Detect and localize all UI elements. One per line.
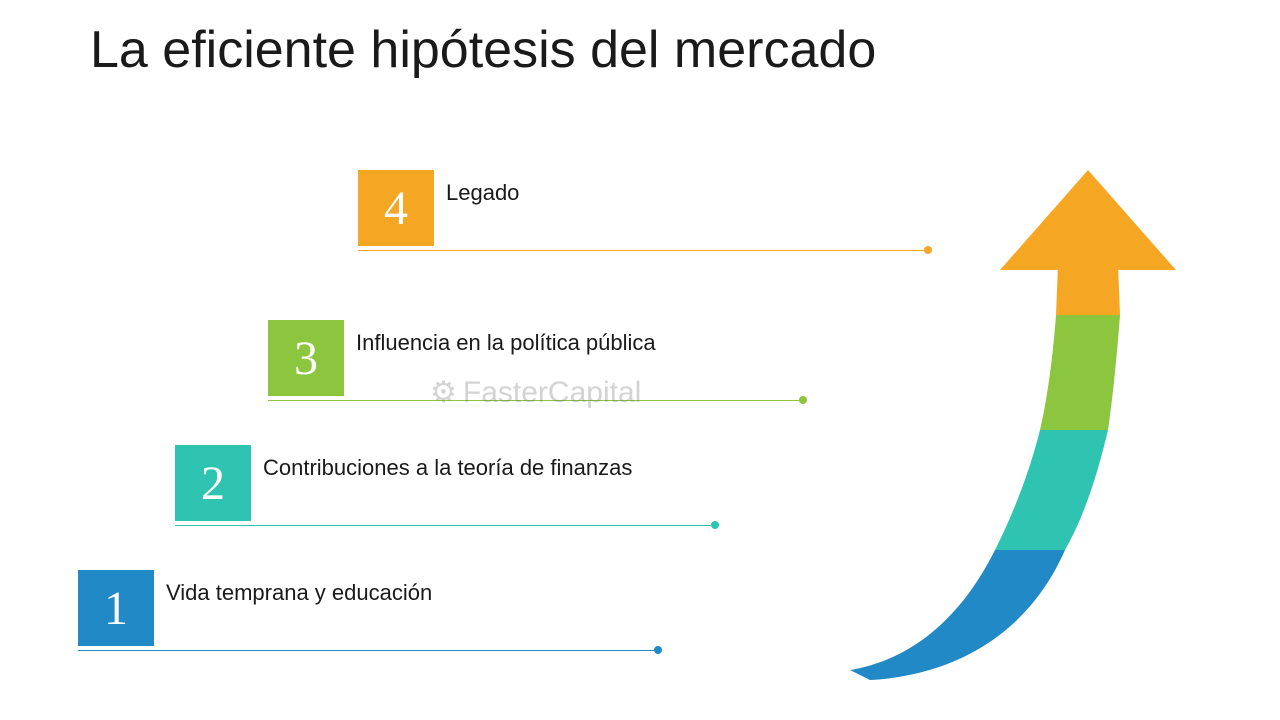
watermark-text: FasterCapital <box>463 376 641 410</box>
step-2: 2 Contribuciones a la teoría de finanzas <box>175 445 632 521</box>
step-4-label: Legado <box>446 180 519 206</box>
arrow-head <box>1000 170 1176 270</box>
step-4-underline <box>358 250 928 251</box>
step-1: 1 Vida temprana y educación <box>78 570 432 646</box>
step-3-label: Influencia en la política pública <box>356 330 656 356</box>
step-4: 4 Legado <box>358 170 519 246</box>
arrow-segment-4 <box>1056 265 1120 315</box>
step-1-dot <box>654 646 662 654</box>
step-1-number-box: 1 <box>78 570 154 646</box>
slide-title: La eficiente hipótesis del mercado <box>90 20 876 80</box>
step-2-label: Contribuciones a la teoría de finanzas <box>263 455 632 481</box>
step-4-number-box: 4 <box>358 170 434 246</box>
watermark: ⚙ FasterCapital <box>430 375 641 410</box>
step-2-number-box: 2 <box>175 445 251 521</box>
arrow-segment-3 <box>1040 315 1120 430</box>
step-2-underline <box>175 525 715 526</box>
step-2-dot <box>711 521 719 529</box>
arrow-segment-2 <box>995 430 1108 550</box>
step-3-number-box: 3 <box>268 320 344 396</box>
gear-icon: ⚙ <box>430 375 457 410</box>
step-1-underline <box>78 650 658 651</box>
arrow-segment-1 <box>850 550 1065 680</box>
step-3-dot <box>799 396 807 404</box>
upward-arrow <box>850 170 1200 680</box>
step-1-label: Vida temprana y educación <box>166 580 432 606</box>
